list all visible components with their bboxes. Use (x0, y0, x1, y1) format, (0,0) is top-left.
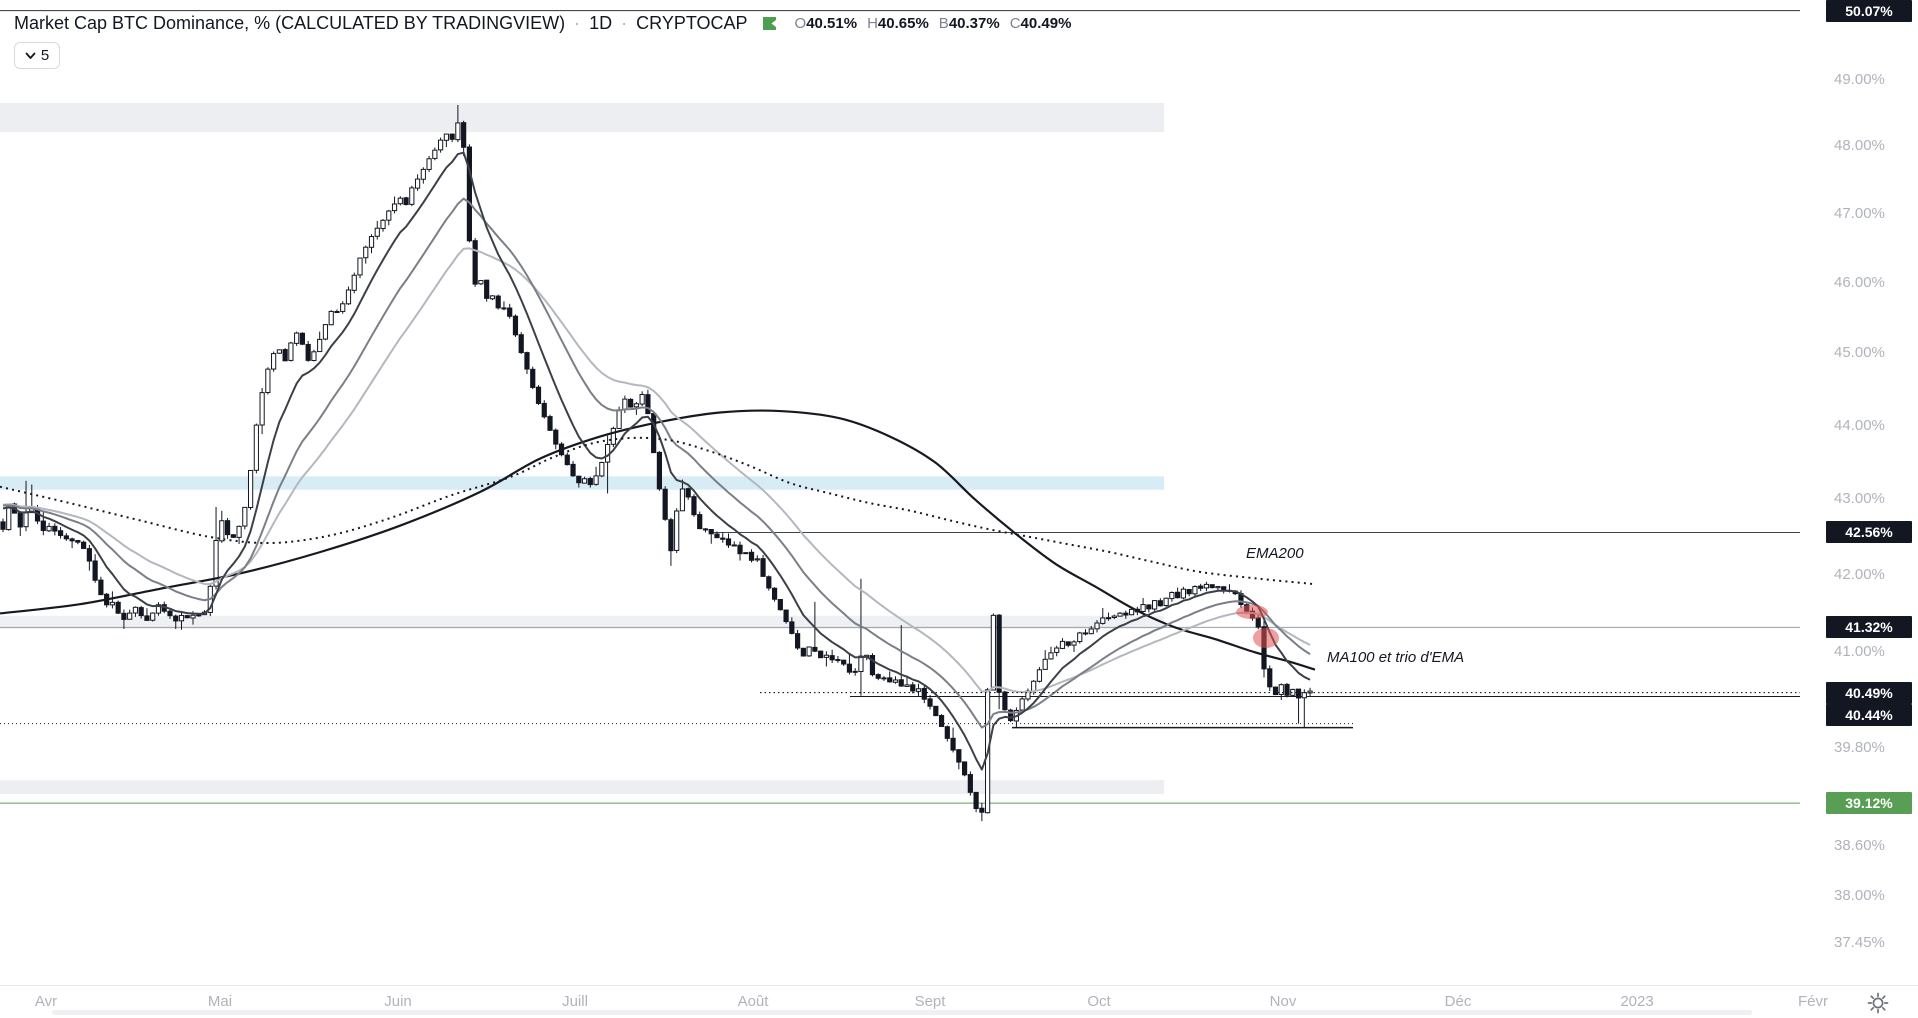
chevron-down-icon (25, 52, 36, 59)
time-tick-label: Mai (207, 993, 233, 1010)
chart-plot-area[interactable]: EMA200 MA100 et trio d'EMA (0, 10, 1800, 822)
price-tick-label: 47.00% (1834, 204, 1885, 222)
flag-icon[interactable] (761, 15, 778, 32)
time-tick-label: Avr (34, 993, 58, 1010)
horizontal-scrollbar[interactable] (52, 1010, 1752, 1015)
chart-legend: Market Cap BTC Dominance, % (CALCULATED … (14, 10, 1071, 36)
price-tick-label: 44.00% (1834, 416, 1885, 434)
ohlc-pair: C40.49% (1009, 14, 1072, 32)
support-zone-39.3 (0, 780, 1164, 795)
time-tick-label: Sept (914, 993, 946, 1010)
zone-41.35 (0, 615, 1164, 629)
symbol-title[interactable]: Market Cap BTC Dominance, % (CALCULATED … (14, 12, 566, 33)
price-tick-label: 38.60% (1834, 837, 1885, 855)
ema-trio-line-9 (2, 151, 1311, 771)
price-tick-label: 49.00% (1834, 71, 1885, 88)
ohlc-pair: H40.65% (867, 14, 929, 32)
time-tick-label: Juin (384, 993, 412, 1010)
ohlc-values: O40.51% H40.65% B40.37% C40.49% (795, 15, 1072, 32)
interval-label[interactable]: 1D (589, 12, 613, 33)
time-tick-label: Déc (1444, 993, 1472, 1010)
time-tick-label: Févr (1798, 993, 1828, 1010)
candles-count-label: 5 (40, 47, 50, 64)
candlestick-series (0, 104, 1313, 822)
price-level-label: 50.07% (1826, 0, 1912, 22)
ema200-dotted-line (0, 436, 1316, 586)
price-tick-label: 48.00% (1834, 137, 1885, 155)
highlight-ellipse-2[interactable] (1253, 628, 1279, 648)
price-level-label: 40.49% (1826, 681, 1912, 704)
price-tick-label: 43.00% (1834, 490, 1885, 508)
price-axis[interactable]: 49.00% 48.00% 47.00% 46.00% 45.00% 44.00% 43.0… (1800, 0, 1918, 985)
price-tick-label: 37.45% (1834, 934, 1885, 952)
price-tick-label: 38.00% (1834, 887, 1885, 905)
time-tick-label: Juill (562, 993, 588, 1010)
price-tick-label: 41.00% (1834, 643, 1885, 661)
price-level-label: 42.56% (1826, 521, 1912, 544)
price-tick-label: 45.00% (1834, 344, 1885, 362)
time-tick-label: Oct (1087, 993, 1111, 1010)
price-tick-label: 46.00% (1834, 273, 1885, 291)
candles-count-button[interactable]: 5 (14, 42, 60, 69)
ma100-trio-label[interactable]: MA100 et trio d'EMA (1327, 649, 1464, 666)
highlight-ellipse-1[interactable] (1236, 605, 1268, 619)
time-tick-label: Nov (1269, 993, 1297, 1010)
price-level-label: 41.32% (1826, 616, 1912, 639)
resistance-zone-48 (0, 103, 1164, 133)
separator-dot: · (574, 12, 581, 33)
theme-sun-icon[interactable] (1866, 991, 1890, 1015)
price-level-label: 39.12% (1826, 792, 1912, 815)
ohlc-pair: B40.37% (938, 14, 1000, 32)
price-tick-label: 39.80% (1834, 738, 1885, 756)
time-tick-label: Août (737, 993, 769, 1010)
ema200-label[interactable]: EMA200 (1246, 545, 1304, 562)
price-tick-label: 42.00% (1834, 565, 1885, 583)
time-tick-label: 2023 (1620, 993, 1654, 1010)
ohlc-pair: O40.51% (794, 14, 858, 32)
ema-trio-line-21 (2, 197, 1311, 729)
price-level-label: 40.44% (1826, 704, 1912, 726)
exchange-label[interactable]: CRYPTOCAP (636, 12, 748, 33)
ma100-line (0, 409, 1316, 671)
separator-dot: · (621, 12, 628, 33)
ema-trio-line-34 (2, 247, 1311, 693)
